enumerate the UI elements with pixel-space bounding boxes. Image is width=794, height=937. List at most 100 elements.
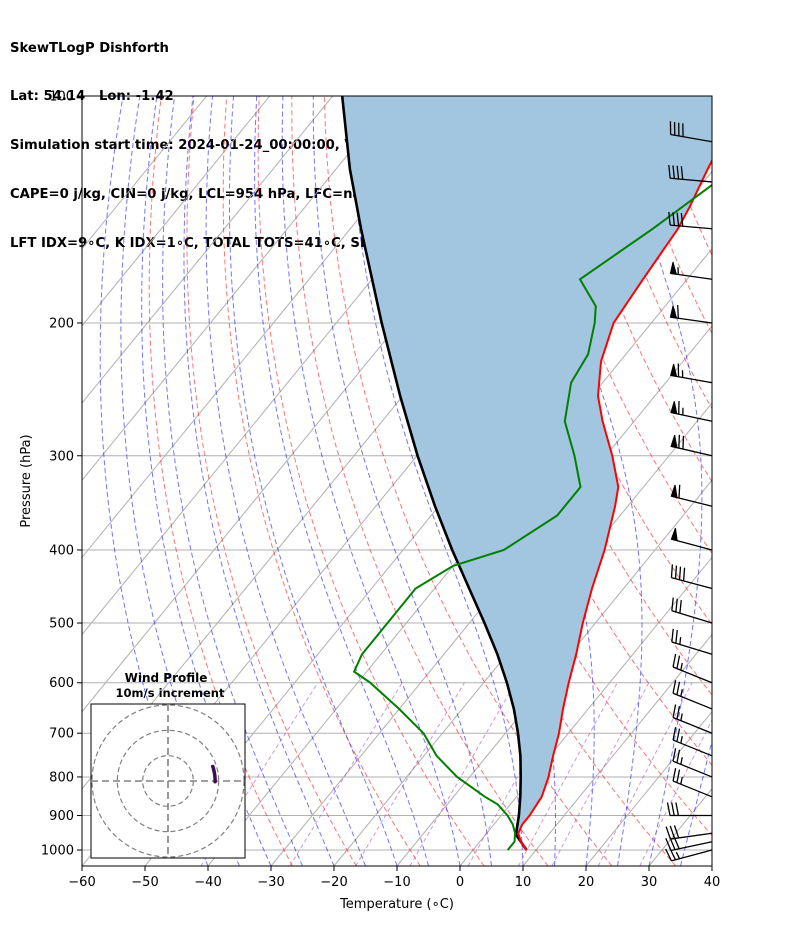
mixing-ratio-line bbox=[289, 682, 403, 866]
barb-staff bbox=[670, 832, 713, 840]
barb-feather bbox=[672, 748, 677, 762]
wind-barb bbox=[668, 165, 713, 183]
wind-profile-inset: Wind Profile 10m/s increment bbox=[90, 671, 246, 859]
wind-barb bbox=[670, 564, 713, 590]
barb-staff bbox=[670, 177, 713, 183]
barb-feather bbox=[678, 566, 682, 580]
x-tick-label: −10 bbox=[383, 875, 410, 890]
barb-feather bbox=[675, 629, 678, 644]
barb-feather bbox=[672, 212, 675, 226]
barb-feather bbox=[669, 825, 676, 839]
y-tick-label: 500 bbox=[49, 617, 74, 632]
dry-adiabat bbox=[519, 96, 712, 555]
moist-adiabat bbox=[680, 738, 712, 866]
location-line: Lat: 54.14 Lon: -1.42 bbox=[10, 89, 174, 105]
dry-adiabat bbox=[585, 96, 712, 410]
barb-feather bbox=[677, 304, 679, 319]
barb-staff bbox=[670, 224, 713, 230]
x-tick-label: −60 bbox=[68, 875, 95, 890]
moist-adiabat bbox=[517, 96, 643, 866]
wind-barb bbox=[672, 653, 713, 684]
barb-staff bbox=[671, 641, 713, 655]
barb-feather bbox=[672, 165, 675, 179]
barb-pennant bbox=[670, 363, 678, 378]
barb-feather bbox=[672, 704, 677, 718]
barb-feather bbox=[670, 564, 674, 578]
x-tick-label: 40 bbox=[704, 875, 721, 890]
barb-feather bbox=[668, 211, 671, 226]
barb-staff bbox=[672, 739, 713, 757]
dry-adiabat bbox=[257, 96, 485, 866]
barb-feather bbox=[668, 165, 671, 179]
x-axis-label: Temperature (∘C) bbox=[339, 897, 454, 912]
wind-barb bbox=[665, 825, 713, 840]
hodograph-trace bbox=[211, 764, 217, 784]
isotherm-line bbox=[459, 556, 712, 866]
barb-feather bbox=[665, 848, 673, 862]
isotherm-line bbox=[82, 96, 271, 327]
barb-feather bbox=[680, 166, 684, 180]
moist-adiabat bbox=[610, 96, 703, 866]
moist-adiabat bbox=[348, 96, 524, 866]
x-tick-label: −20 bbox=[320, 875, 347, 890]
barb-staff bbox=[670, 411, 713, 422]
barb-pennant bbox=[670, 401, 678, 415]
barb-staff bbox=[670, 841, 713, 852]
y-tick-label: 700 bbox=[49, 727, 74, 742]
x-tick-label: −40 bbox=[194, 875, 221, 890]
mixing-ratio-line bbox=[409, 682, 516, 866]
mixing-ratio-line bbox=[517, 682, 618, 866]
mixing-ratio-line bbox=[597, 682, 693, 866]
barb-staff bbox=[670, 316, 713, 324]
x-tick-label: 0 bbox=[456, 875, 464, 890]
barb-staff bbox=[670, 133, 713, 143]
mixing-ratio-line bbox=[639, 718, 712, 866]
barb-staff bbox=[670, 374, 713, 384]
x-tick-label: 10 bbox=[515, 875, 532, 890]
barb-feather bbox=[666, 802, 671, 816]
barb-feather bbox=[676, 165, 680, 180]
wind-barb bbox=[672, 767, 713, 798]
barb-half-feather bbox=[680, 757, 683, 765]
y-tick-label: 200 bbox=[49, 316, 74, 331]
y-tick-label: 300 bbox=[49, 449, 74, 464]
barb-half-feather bbox=[680, 689, 683, 697]
barb-staff bbox=[672, 692, 713, 710]
wind-barb bbox=[669, 121, 713, 143]
barb-staff bbox=[672, 780, 713, 798]
barb-half-feather bbox=[679, 637, 682, 645]
mixing-ratio-line bbox=[551, 682, 650, 866]
moist-adiabat bbox=[711, 864, 712, 866]
barb-half-feather bbox=[680, 662, 683, 671]
y-tick-label: 1000 bbox=[41, 844, 74, 859]
wind-barb bbox=[671, 628, 713, 655]
barb-feather bbox=[672, 680, 677, 694]
inset-title: Wind Profile bbox=[125, 671, 208, 685]
barb-half-feather bbox=[680, 713, 683, 721]
wind-barb bbox=[672, 680, 713, 710]
barb-feather bbox=[675, 598, 678, 613]
moist-adiabat bbox=[141, 96, 272, 866]
wind-barb bbox=[668, 211, 713, 230]
barb-feather bbox=[676, 681, 681, 695]
temperature-line bbox=[517, 158, 712, 851]
barb-pennant bbox=[670, 434, 678, 449]
barb-staff bbox=[671, 577, 713, 590]
isotherm-line bbox=[711, 865, 712, 866]
barb-feather bbox=[673, 825, 680, 839]
wind-barb bbox=[672, 726, 713, 757]
dry-adiabat bbox=[749, 96, 794, 866]
barb-feather bbox=[672, 726, 677, 741]
isotherm-line bbox=[585, 710, 712, 866]
barb-feather bbox=[676, 769, 681, 783]
inset-ring bbox=[91, 704, 245, 858]
barb-pennant bbox=[670, 527, 678, 542]
barb-staff bbox=[671, 538, 713, 551]
barb-feather bbox=[676, 655, 681, 669]
y-axis-ticks: 100 200 300 400 500 600 700 800 900 1000 bbox=[41, 90, 82, 859]
barb-feather bbox=[671, 628, 674, 643]
wind-barb bbox=[670, 363, 713, 384]
wind-barb bbox=[672, 748, 713, 778]
isotherm-line bbox=[82, 96, 397, 481]
